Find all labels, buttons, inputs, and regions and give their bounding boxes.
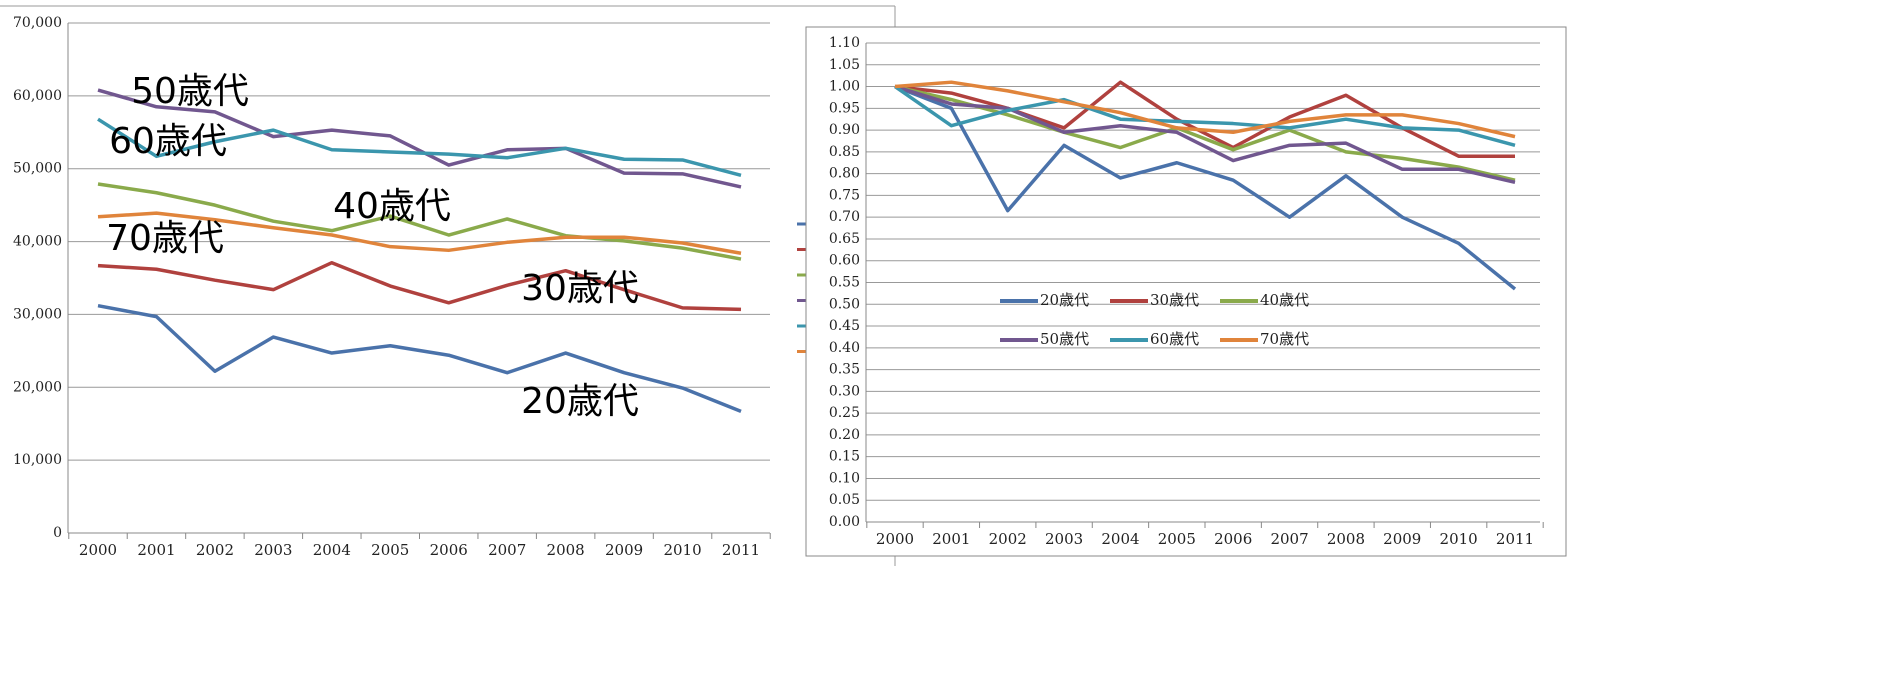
annotation: 20歳代 [521, 381, 639, 422]
x-tick-label: 2007 [1270, 530, 1308, 548]
y-tick-label: 0.35 [829, 362, 860, 378]
x-tick-label: 2011 [1496, 530, 1534, 548]
x-tick-label: 2004 [313, 541, 351, 559]
y-tick-label: 0.70 [829, 209, 860, 225]
series-line [894, 85, 1516, 148]
legend-label: 20歳代 [1040, 291, 1089, 309]
series-line [894, 80, 1516, 139]
legend-label: 70歳代 [1260, 330, 1309, 348]
legend-label: 30歳代 [1150, 291, 1199, 309]
annotation: 50歳代 [131, 71, 249, 112]
x-tick-label: 2005 [371, 541, 409, 559]
x-tick-label: 2001 [137, 541, 175, 559]
y-tick-label: 1.05 [829, 57, 860, 73]
series-line [97, 303, 742, 413]
series-line [97, 88, 742, 189]
y-tick-label: 70,000 [13, 15, 62, 31]
annotation: 70歳代 [106, 218, 224, 259]
y-tick-label: 0.05 [829, 492, 860, 508]
chart-frame [805, 26, 1567, 557]
y-tick-label: 0.10 [829, 470, 860, 486]
series-line [894, 80, 1515, 158]
legend-label: 60歳代 [1150, 330, 1199, 348]
legend-label: 40歳代 [1260, 291, 1309, 309]
x-tick-label: 2006 [1214, 530, 1252, 548]
x-tick-label: 2008 [547, 541, 585, 559]
y-tick-label: 20,000 [13, 379, 62, 395]
y-tick-label: 0.40 [829, 340, 860, 356]
y-tick-label: 10,000 [13, 452, 62, 468]
y-tick-label: 1.00 [829, 79, 860, 95]
y-tick-label: 50,000 [13, 161, 62, 177]
x-tick-label: 2006 [430, 541, 468, 559]
legend-label: 50歳代 [1040, 330, 1089, 348]
y-tick-label: 0.20 [829, 427, 860, 443]
series-line [97, 211, 742, 255]
y-tick-label: 0.80 [829, 166, 860, 182]
x-tick-label: 2004 [1101, 530, 1139, 548]
y-tick-label: 0.90 [829, 122, 860, 138]
x-tick-label: 2003 [254, 541, 292, 559]
x-tick-label: 2007 [488, 541, 526, 559]
x-tick-label: 2002 [196, 541, 234, 559]
x-tick-label: 2000 [79, 541, 117, 559]
y-tick-label: 0.50 [829, 296, 860, 312]
x-tick-label: 2010 [1440, 530, 1478, 548]
y-tick-label: 1.10 [829, 35, 860, 51]
y-tick-label: 0.55 [829, 275, 860, 291]
y-tick-label: 0.65 [829, 231, 860, 247]
y-tick-label: 60,000 [13, 88, 62, 104]
y-tick-label: 30,000 [13, 306, 62, 322]
x-tick-label: 2001 [932, 530, 970, 548]
x-tick-label: 2002 [989, 530, 1027, 548]
y-tick-label: 0.25 [829, 405, 860, 421]
y-tick-label: 0 [53, 525, 62, 541]
y-tick-label: 0.60 [829, 253, 860, 269]
series-line [894, 84, 1516, 185]
series-line [97, 260, 742, 312]
x-tick-label: 2005 [1158, 530, 1196, 548]
y-tick-label: 0.00 [829, 514, 860, 530]
annotation: 30歳代 [521, 268, 639, 309]
x-tick-label: 2010 [663, 541, 701, 559]
y-tick-label: 0.85 [829, 144, 860, 160]
x-tick-label: 2008 [1327, 530, 1365, 548]
x-tick-label: 2000 [876, 530, 914, 548]
series-line [97, 117, 742, 177]
y-tick-label: 0.75 [829, 187, 860, 203]
series-line [97, 182, 742, 261]
y-tick-label: 0.95 [829, 100, 860, 116]
x-tick-label: 2009 [1383, 530, 1421, 548]
y-tick-label: 0.45 [829, 318, 860, 334]
series-line [894, 84, 1517, 291]
x-tick-label: 2003 [1045, 530, 1083, 548]
x-tick-label: 2009 [605, 541, 643, 559]
annotation: 60歳代 [109, 121, 227, 162]
y-tick-label: 0.30 [829, 383, 860, 399]
x-tick-label: 2011 [722, 541, 760, 559]
y-tick-label: 40,000 [13, 234, 62, 250]
y-tick-label: 0.15 [829, 449, 860, 465]
annotation: 40歳代 [333, 186, 451, 227]
